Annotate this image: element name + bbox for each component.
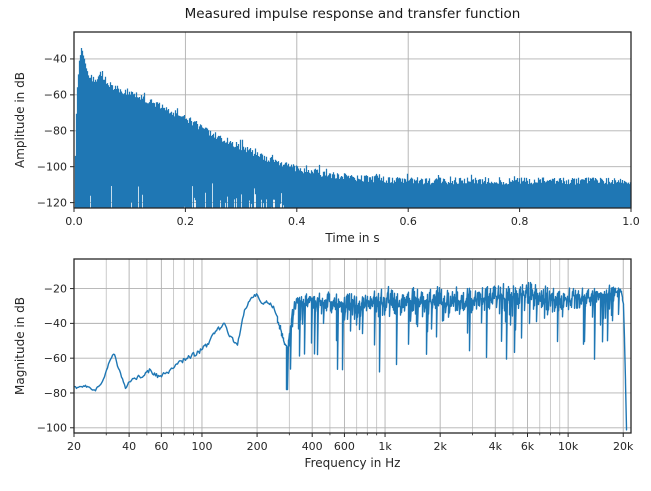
axes-spines bbox=[73, 31, 632, 209]
impulse-response-series bbox=[74, 48, 631, 208]
transfer-function-series bbox=[74, 281, 628, 431]
y-tick-label: −100 bbox=[37, 160, 67, 173]
y-tick-label: −80 bbox=[44, 125, 67, 138]
x-tick-label: 400 bbox=[302, 440, 323, 453]
transfer-function-plot: 20 40 60 100 200 400 600 1k 2k 4k 6k 10k 20k −20 −40 −6… bbox=[37, 258, 634, 453]
y-tick-label: −120 bbox=[37, 196, 67, 209]
x-tick-label: 1k bbox=[378, 440, 392, 453]
x-axis-label-time: Time in s bbox=[325, 231, 380, 245]
x-tick-label: 0.4 bbox=[288, 215, 306, 228]
y-tick-label: −40 bbox=[44, 317, 67, 330]
y-tick-label: −80 bbox=[44, 387, 67, 400]
y-tick-label: −60 bbox=[44, 352, 67, 365]
x-tick-label: 10k bbox=[558, 440, 579, 453]
x-tick-label: 20 bbox=[67, 440, 81, 453]
x-tick-label: 0.2 bbox=[177, 215, 195, 228]
x-tick-label: 2k bbox=[433, 440, 447, 453]
x-tick-label: 20k bbox=[613, 440, 634, 453]
x-axis-label-frequency: Frequency in Hz bbox=[304, 456, 401, 470]
axes-spines bbox=[73, 258, 632, 434]
y-axis-label-magnitude: Magnitude in dB bbox=[13, 297, 27, 395]
x-tick-label: 200 bbox=[247, 440, 268, 453]
x-tick-label: 40 bbox=[122, 440, 136, 453]
y-tick-label: −60 bbox=[44, 89, 67, 102]
figure-title: Measured impulse response and transfer f… bbox=[184, 6, 521, 22]
y-tick-label: −20 bbox=[44, 282, 67, 295]
impulse-response-plot: 0.0 0.2 0.4 0.6 0.8 1.0 −40 −60 −80 −100 −120 bbox=[37, 31, 640, 228]
x-tick-label: 0.8 bbox=[511, 215, 529, 228]
x-tick-label: 60 bbox=[154, 440, 168, 453]
x-tick-label: 6k bbox=[521, 440, 535, 453]
x-tick-label: 0.0 bbox=[65, 215, 83, 228]
x-tick-label: 600 bbox=[334, 440, 355, 453]
x-tick-label: 0.6 bbox=[399, 215, 417, 228]
y-axis-label-amplitude: Amplitude in dB bbox=[13, 72, 27, 168]
y-tick-label: −100 bbox=[37, 422, 67, 435]
x-tick-label: 4k bbox=[489, 440, 503, 453]
y-tick-label: −40 bbox=[44, 53, 67, 66]
x-tick-label: 100 bbox=[191, 440, 212, 453]
x-tick-label: 1.0 bbox=[622, 215, 640, 228]
